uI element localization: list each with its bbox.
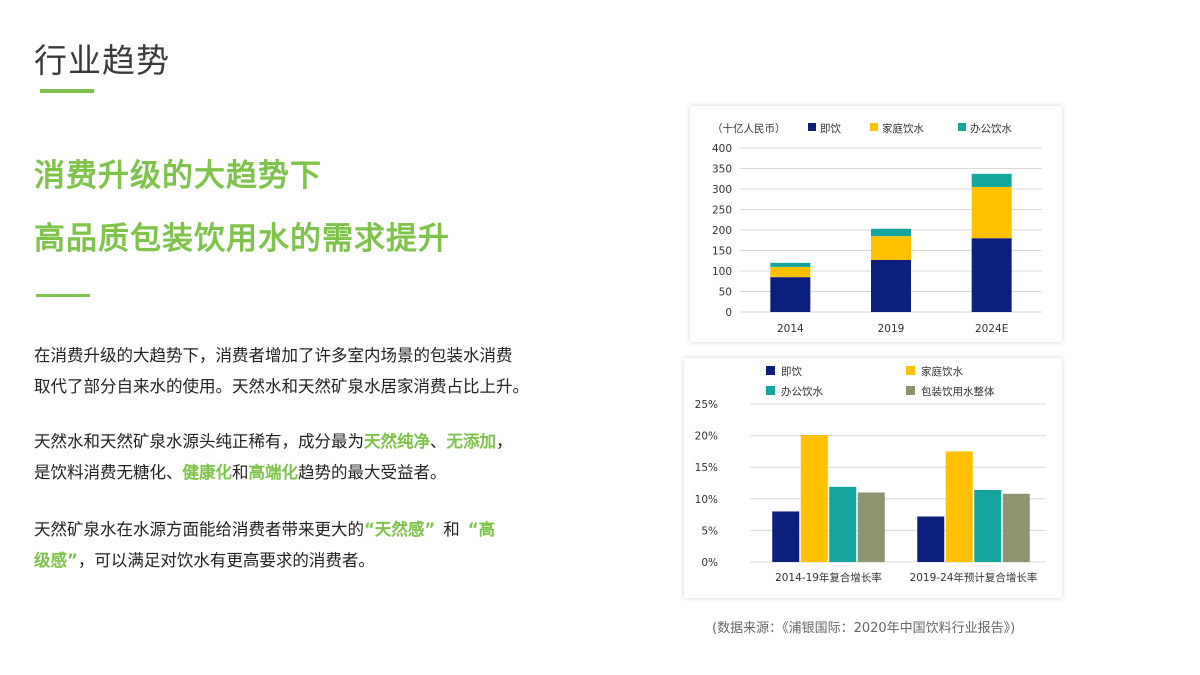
- bar: [800, 434, 828, 562]
- legend-swatch: [906, 386, 915, 395]
- y-tick-label: 0%: [701, 557, 718, 569]
- text: ，可以满足对饮水有更高要求的消费者。: [77, 551, 375, 570]
- growth-rate-bar-chart: 即饮 家庭饮水办公饮水 包装饮用水整体 0% 5% 10% 15% 20% 25% 2014-19…: [684, 358, 1062, 598]
- paragraph-2: 天然水和天然矿泉水源头纯正稀有，成分最为天然纯净、无添加， 是饮料消费无糖化、健…: [34, 426, 554, 488]
- bar-segment: [871, 259, 911, 312]
- bar-segment: [971, 238, 1012, 312]
- paragraph-2-line-2: 是饮料消费无糖化、健康化和高端化趋势的最大受益者。: [34, 457, 554, 488]
- y-tick-label: 350: [712, 164, 732, 176]
- y-tick-label: 150: [712, 246, 732, 258]
- bar-segment: [971, 186, 1012, 239]
- y-tick-label: 200: [712, 225, 732, 237]
- bar: [829, 486, 857, 562]
- text: ，: [496, 432, 513, 451]
- bar: [917, 516, 945, 562]
- x-tick-label: 2024E: [975, 323, 1008, 335]
- bar-segment: [770, 266, 811, 278]
- highlight-premium-feel-start: “高: [467, 520, 496, 539]
- y-tick-label: 5%: [701, 525, 718, 537]
- x-tick-label: 2014: [777, 323, 804, 335]
- stacked-bar-chart: （十亿人民币） 即饮 家庭饮水 办公饮水 0 50 100 150 200 250 300 350 40…: [690, 106, 1062, 342]
- paragraph-1-line-2: 取代了部分自来水的使用。天然水和天然矿泉水居家消费占比上升。: [34, 377, 529, 396]
- text: 天然矿泉水在水源方面能给消费者带来更大的: [34, 520, 364, 539]
- highlight-natural-feel: “天然感”: [364, 520, 436, 539]
- page-title: 行业趋势: [34, 41, 170, 80]
- legend-swatch: [808, 123, 816, 131]
- legend-swatch: [906, 366, 915, 375]
- legend-label: 家庭饮水: [882, 122, 924, 135]
- legend-swatch: [870, 123, 878, 131]
- paragraph-3: 天然矿泉水在水源方面能给消费者带来更大的“天然感” 和 “高 级感”，可以满足对饮水…: [34, 514, 554, 576]
- unit-label: （十亿人民币）: [712, 122, 786, 135]
- text: 、: [430, 432, 447, 451]
- paragraph-3-line-2: 级感”，可以满足对饮水有更高要求的消费者。: [34, 545, 554, 576]
- legend-swatch: [766, 366, 775, 375]
- bar: [772, 511, 800, 562]
- y-tick-label: 400: [712, 143, 732, 155]
- bar: [974, 489, 1002, 562]
- bar: [945, 451, 973, 562]
- y-tick-label: 100: [712, 266, 732, 278]
- paragraph-2-line-1: 天然水和天然矿泉水源头纯正稀有，成分最为天然纯净、无添加，: [34, 426, 554, 457]
- text: 和: [232, 463, 249, 482]
- bar: [857, 492, 885, 562]
- highlight-natural-pure: 天然纯净: [364, 432, 430, 451]
- text: 天然水和天然矿泉水源头纯正稀有，成分最为: [34, 432, 364, 451]
- legend-label: 即饮: [781, 365, 802, 378]
- legend-label: 办公饮水: [781, 385, 823, 398]
- x-tick-label: 2019-24年预计复合增长率: [910, 571, 1038, 584]
- paragraph-1: 在消费升级的大趋势下，消费者增加了许多室内场景的包装水消费 取代了部分自来水的使…: [34, 340, 554, 402]
- bar-segment: [971, 173, 1012, 187]
- headline-1: 消费升级的大趋势下: [34, 158, 322, 194]
- bar-segment: [871, 228, 911, 237]
- highlight-premium-feel-end: 级感”: [34, 551, 78, 570]
- text: 趋势的最大受益者。: [298, 463, 447, 482]
- legend-label: 即饮: [820, 122, 841, 135]
- bar-segment: [770, 277, 811, 312]
- highlight-premium: 高端化: [248, 463, 299, 482]
- y-tick-label: 15%: [695, 462, 718, 474]
- x-tick-label: 2014-19年复合增长率: [775, 571, 882, 584]
- highlight-no-additive: 无添加: [446, 432, 497, 451]
- highlight-healthy: 健康化: [182, 463, 233, 482]
- legend-label: 办公饮水: [970, 122, 1012, 135]
- text: 和: [443, 520, 460, 539]
- y-tick-label: 20%: [695, 431, 718, 443]
- section-divider: [36, 294, 90, 297]
- y-tick-label: 50: [719, 287, 732, 299]
- text: 是饮料消费无糖化、: [34, 463, 183, 482]
- x-tick-label: 2019: [878, 323, 905, 335]
- legend-label: 包装饮用水整体: [921, 385, 995, 398]
- y-tick-label: 250: [712, 205, 732, 217]
- legend-swatch: [766, 386, 775, 395]
- headline-2: 高品质包装饮用水的需求提升: [34, 221, 450, 257]
- data-source-note: (数据来源：《浦银国际：2020年中国饮料行业报告》): [712, 621, 1016, 636]
- legend-swatch: [958, 123, 966, 131]
- paragraph-1-line-1: 在消费升级的大趋势下，消费者增加了许多室内场景的包装水消费: [34, 346, 513, 365]
- stacked-bar-chart-svg: （十亿人民币） 即饮 家庭饮水 办公饮水 0 50 100 150 200 250 300 350 40…: [712, 122, 1042, 335]
- paragraph-3-line-1: 天然矿泉水在水源方面能给消费者带来更大的“天然感” 和 “高: [34, 514, 554, 545]
- bar-segment: [770, 262, 811, 267]
- bar: [1002, 493, 1030, 562]
- title-underline: [40, 89, 94, 93]
- y-tick-label: 25%: [695, 399, 718, 411]
- y-tick-label: 300: [712, 184, 732, 196]
- bar-segment: [871, 236, 911, 260]
- y-tick-label: 0: [725, 307, 732, 319]
- y-tick-label: 10%: [695, 494, 718, 506]
- legend-label: 家庭饮水: [921, 365, 963, 378]
